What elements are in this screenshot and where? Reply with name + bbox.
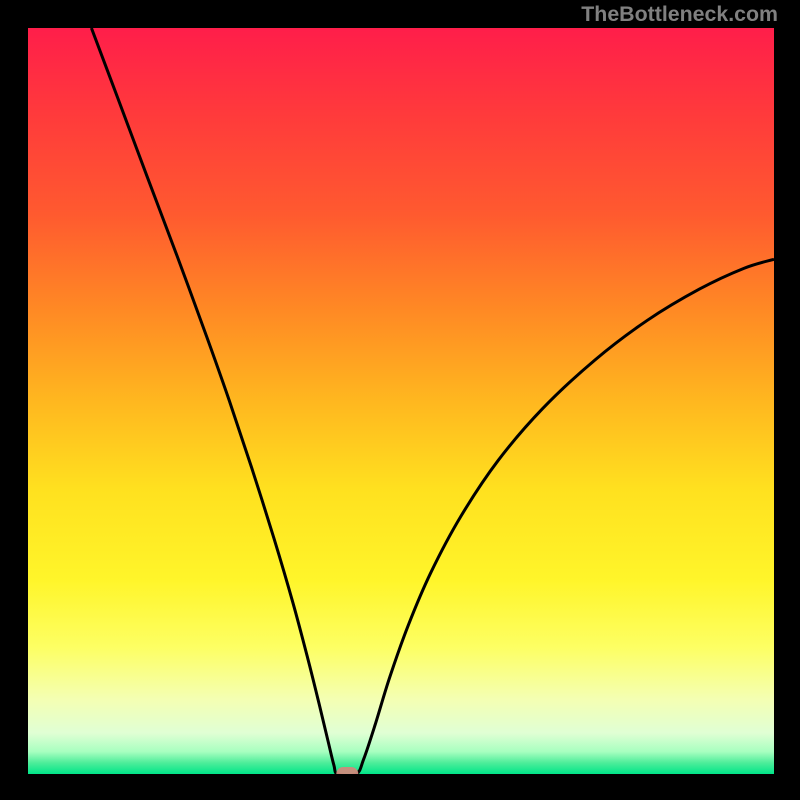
minimum-marker xyxy=(336,767,358,781)
curve-svg-layer xyxy=(0,0,800,800)
watermark-text: TheBottleneck.com xyxy=(581,2,778,27)
chart-container: TheBottleneck.com xyxy=(0,0,800,800)
bottleneck-curve xyxy=(91,28,774,776)
